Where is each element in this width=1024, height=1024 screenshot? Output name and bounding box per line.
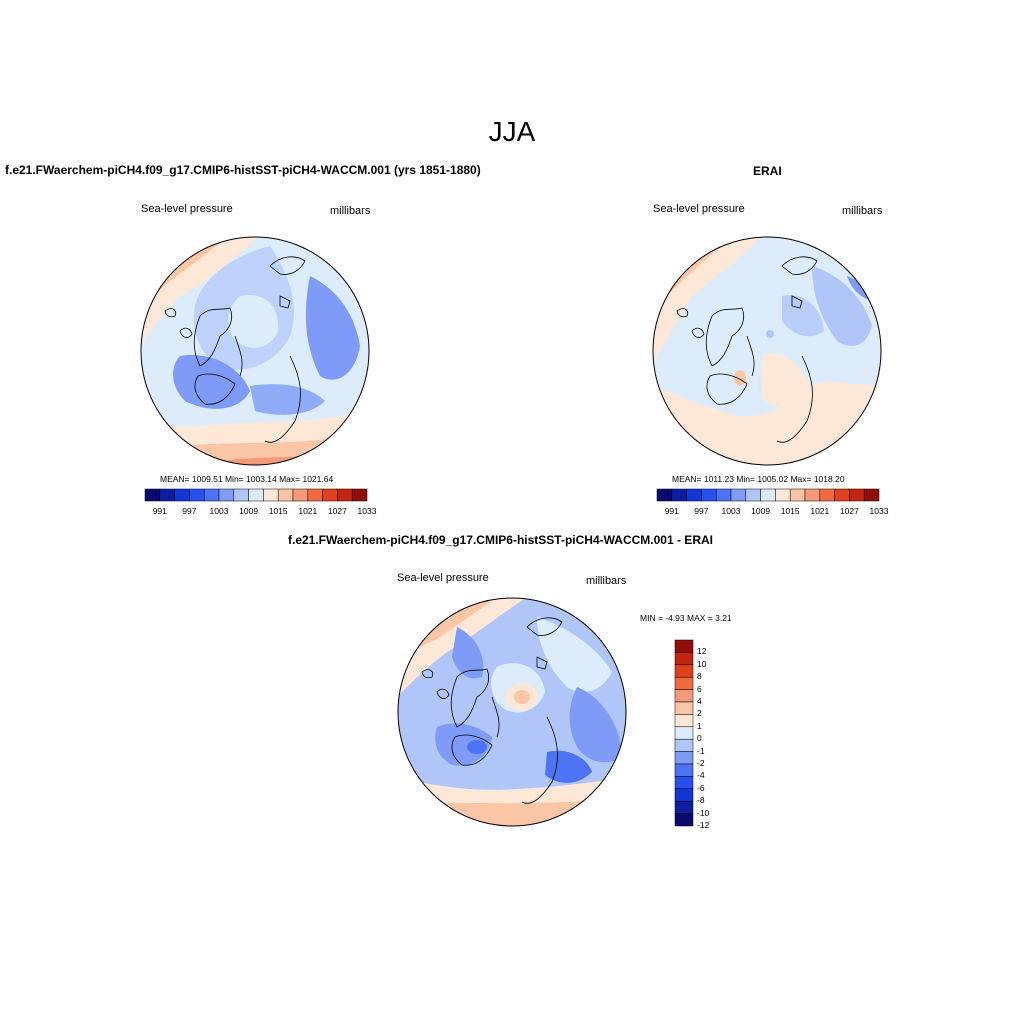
colorbar-tick-label: 991 <box>152 506 167 516</box>
colorbar-tick-label: 1021 <box>298 506 318 516</box>
colorbar-tick-label: -12 <box>697 820 710 830</box>
colorbar-swatch <box>834 488 850 502</box>
colorbar-tick-label: -2 <box>697 758 705 768</box>
colorbar-swatch <box>674 738 694 752</box>
model-colorbar <box>144 488 368 502</box>
colorbar-swatch <box>819 488 835 502</box>
colorbar-tick-label: 8 <box>697 671 702 682</box>
colorbar-swatch <box>656 488 673 502</box>
colorbar-swatch <box>715 488 732 502</box>
colorbar-tick-label: 997 <box>182 506 197 516</box>
colorbar-tick-label: 1009 <box>751 506 771 516</box>
colorbar-swatch <box>337 488 353 502</box>
colorbar-tick-label: 1027 <box>327 506 347 516</box>
colorbar-swatch <box>292 488 309 502</box>
colorbar-tick-label: 1009 <box>239 506 259 516</box>
colorbar-swatch <box>233 488 249 502</box>
colorbar-swatch <box>674 689 694 703</box>
colorbar-swatch <box>674 751 694 765</box>
colorbar-swatch <box>730 488 747 502</box>
colorbar-swatch <box>189 488 205 502</box>
diff-units-label: millibars <box>586 575 627 587</box>
colorbar-swatch <box>248 488 264 502</box>
colorbar-tick-label: 4 <box>697 696 702 706</box>
diff-stats: MIN = -4.93 MAX = 3.21 <box>640 613 732 623</box>
colorbar-swatch <box>760 488 776 502</box>
obs-stats: MEAN= 1011.23 Min= 1005.02 Max= 1018.20 <box>672 474 845 484</box>
colorbar-tick-label: -1 <box>697 745 705 756</box>
colorbar-tick-label: 12 <box>697 646 707 657</box>
colorbar-swatch <box>674 714 694 728</box>
colorbar-swatch <box>203 488 220 502</box>
colorbar-swatch <box>775 488 791 502</box>
colorbar-tick-label: 1033 <box>869 506 889 516</box>
colorbar-swatch <box>277 488 294 502</box>
obs-units-label: millibars <box>842 205 883 217</box>
colorbar-swatch <box>674 664 694 678</box>
colorbar-swatch <box>674 800 694 814</box>
colorbar-swatch <box>144 488 161 502</box>
colorbar-tick-label: 10 <box>697 658 707 669</box>
colorbar-tick-label: 1015 <box>268 506 288 516</box>
colorbar-tick-label: -6 <box>697 782 705 793</box>
obs-panel-title: ERAI <box>753 164 782 178</box>
colorbar-tick-label: 6 <box>697 683 702 694</box>
colorbar-swatch <box>322 488 338 502</box>
model-variable-label: Sea-level pressure <box>141 203 233 215</box>
page-title: JJA <box>488 116 536 147</box>
colorbar-tick-label: -4 <box>697 770 705 781</box>
colorbar-tick-label: 1003 <box>209 506 229 516</box>
colorbar-swatch <box>218 488 235 502</box>
colorbar-swatch <box>674 701 694 715</box>
diff-variable-label: Sea-level pressure <box>397 572 489 584</box>
colorbar-swatch <box>849 488 865 502</box>
colorbar-swatch <box>671 488 687 502</box>
colorbar-tick-label: -8 <box>697 795 705 806</box>
colorbar-tick-label: 1 <box>697 720 702 731</box>
colorbar-tick-label: 991 <box>664 506 679 516</box>
model-stats: MEAN= 1009.51 Min= 1003.14 Max= 1021.64 <box>160 474 334 484</box>
colorbar-swatch <box>307 488 323 502</box>
colorbar-tick-label: 1033 <box>357 506 377 516</box>
diff-colorbar <box>674 639 694 827</box>
colorbar-tick-label: 1027 <box>839 506 859 516</box>
obs-colorbar <box>656 488 880 502</box>
colorbar-swatch <box>351 488 368 502</box>
colorbar-swatch <box>674 726 694 740</box>
colorbar-swatch <box>686 488 702 502</box>
model-units-label: millibars <box>330 205 371 217</box>
colorbar-tick-label: 0 <box>697 733 702 744</box>
colorbar-swatch <box>674 652 694 666</box>
colorbar-swatch <box>263 488 279 502</box>
colorbar-tick-label: 1015 <box>780 506 800 516</box>
colorbar-swatch <box>863 488 880 502</box>
colorbar-swatch <box>674 776 694 790</box>
model-polar-map <box>140 236 370 466</box>
colorbar-swatch <box>804 488 821 502</box>
colorbar-swatch <box>674 676 694 690</box>
diff-polar-map <box>397 597 627 827</box>
colorbar-swatch <box>174 488 190 502</box>
colorbar-swatch <box>674 763 694 777</box>
colorbar-swatch <box>159 488 175 502</box>
colorbar-tick-label: 1003 <box>721 506 741 516</box>
obs-variable-label: Sea-level pressure <box>653 203 745 215</box>
colorbar-swatch <box>674 639 694 653</box>
model-panel-title: f.e21.FWaerchem-piCH4.f09_g17.CMIP6-hist… <box>5 163 481 177</box>
colorbar-swatch <box>745 488 761 502</box>
colorbar-tick-label: 997 <box>694 506 709 516</box>
colorbar-tick-label: -10 <box>697 807 710 818</box>
colorbar-swatch <box>701 488 717 502</box>
obs-polar-map <box>652 236 882 466</box>
colorbar-tick-label: 1021 <box>810 506 830 516</box>
colorbar-swatch <box>789 488 806 502</box>
colorbar-swatch <box>674 813 694 827</box>
colorbar-tick-label: 2 <box>697 708 702 719</box>
colorbar-swatch <box>674 788 694 802</box>
diff-panel-title: f.e21.FWaerchem-piCH4.f09_g17.CMIP6-hist… <box>288 533 713 547</box>
